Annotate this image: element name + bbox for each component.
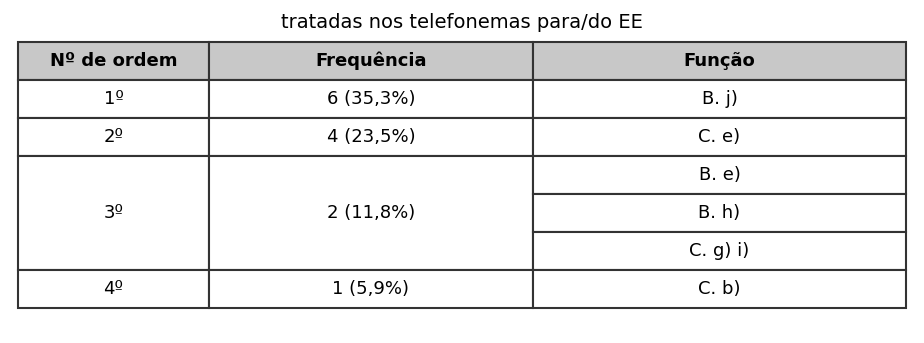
Text: 4º: 4º: [103, 280, 124, 298]
Bar: [533, 194, 906, 232]
Bar: [533, 80, 906, 118]
Text: 2º: 2º: [103, 128, 124, 146]
Bar: [533, 42, 906, 80]
Bar: [209, 118, 533, 156]
Text: 6 (35,3%): 6 (35,3%): [327, 90, 415, 108]
Bar: [18, 42, 209, 80]
Bar: [533, 118, 906, 156]
Bar: [209, 270, 533, 308]
Text: Nº de ordem: Nº de ordem: [50, 52, 177, 70]
Text: 4 (23,5%): 4 (23,5%): [327, 128, 415, 146]
Text: 1º: 1º: [103, 90, 124, 108]
Bar: [533, 156, 906, 194]
Text: Função: Função: [684, 52, 756, 70]
Bar: [209, 156, 533, 270]
Bar: [18, 270, 209, 308]
Text: C. e): C. e): [699, 128, 740, 146]
Text: tratadas nos telefonemas para/do EE: tratadas nos telefonemas para/do EE: [281, 13, 643, 33]
Bar: [18, 80, 209, 118]
Text: B. j): B. j): [701, 90, 737, 108]
Bar: [18, 118, 209, 156]
Text: 3º: 3º: [103, 204, 124, 222]
Text: C. g) i): C. g) i): [689, 242, 749, 260]
Text: Frequência: Frequência: [315, 52, 427, 70]
Text: B. e): B. e): [699, 166, 740, 184]
Bar: [209, 42, 533, 80]
Text: C. b): C. b): [699, 280, 741, 298]
Text: 2 (11,8%): 2 (11,8%): [327, 204, 415, 222]
Text: 1 (5,9%): 1 (5,9%): [333, 280, 409, 298]
Bar: [209, 80, 533, 118]
Bar: [533, 232, 906, 270]
Bar: [18, 156, 209, 270]
Text: B. h): B. h): [699, 204, 740, 222]
Bar: [533, 270, 906, 308]
